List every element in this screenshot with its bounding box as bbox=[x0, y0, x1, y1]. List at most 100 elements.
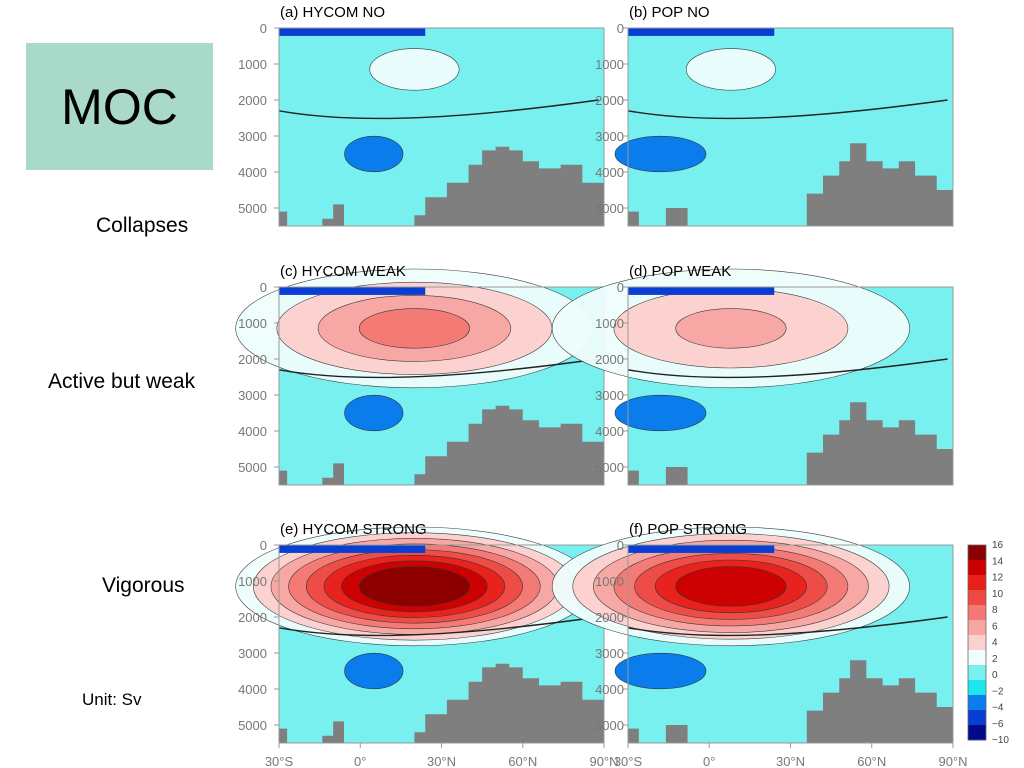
colorbar-tick-label: 2 bbox=[992, 654, 998, 665]
surface-negative-band bbox=[279, 545, 426, 553]
slide-title: MOC bbox=[61, 78, 178, 135]
y-tick-label: 4000 bbox=[238, 424, 267, 439]
y-tick-label: 1000 bbox=[238, 574, 267, 589]
colorbar-swatch bbox=[968, 650, 986, 666]
moc-panel-e: (e) HYCOM STRONG 0 1000 2000 3000 4000 5000 30°… bbox=[235, 521, 619, 768]
moc-panel-a: (a) HYCOM NO 0 1000 2000 3000 4000 5000 bbox=[238, 4, 605, 227]
y-tick-label: 5000 bbox=[595, 201, 624, 216]
zero-contour bbox=[278, 358, 599, 379]
surface-negative-band bbox=[628, 287, 775, 295]
deep-negative-cell bbox=[344, 135, 404, 173]
colorbar-swatch bbox=[968, 635, 986, 651]
moc-panel-b: (b) POP NO 0 1000 2000 3000 4000 5000 bbox=[595, 4, 954, 227]
deep-negative-cell bbox=[614, 394, 707, 432]
zero-contour bbox=[627, 99, 948, 120]
zero-contour bbox=[627, 358, 948, 379]
zero-contour bbox=[278, 616, 599, 637]
colorbar-tick-label: 12 bbox=[992, 573, 1004, 584]
surface-negative-band bbox=[279, 287, 426, 295]
x-tick-label: 0° bbox=[354, 754, 366, 768]
colorbar-tick-label: 16 bbox=[992, 540, 1004, 551]
bathymetry bbox=[628, 143, 953, 226]
y-tick-label: 3000 bbox=[595, 129, 624, 144]
y-tick-label: 4000 bbox=[238, 682, 267, 697]
cell-contour-2 bbox=[369, 48, 460, 91]
y-tick-label: 5000 bbox=[238, 201, 267, 216]
cell-contour-8 bbox=[358, 308, 470, 349]
colorbar-tick-label: 8 bbox=[992, 605, 998, 616]
colorbar: 16 14 12 10 8 6 4 2 0 −2 −4 −6 −10 bbox=[967, 540, 1009, 746]
colorbar-swatch bbox=[968, 680, 986, 696]
y-tick-label: 2000 bbox=[595, 93, 624, 108]
x-tick-label: 30°N bbox=[776, 754, 805, 768]
bathymetry bbox=[279, 663, 604, 743]
y-tick-label: 1000 bbox=[595, 574, 624, 589]
panel-title: (d) POP WEAK bbox=[629, 263, 731, 280]
bathymetry bbox=[279, 405, 604, 485]
y-tick-label: 0 bbox=[617, 538, 624, 553]
colorbar-swatch bbox=[968, 665, 986, 681]
x-tick-label: 30°N bbox=[427, 754, 456, 768]
colorbar-tick-label: 14 bbox=[992, 556, 1004, 567]
y-tick-label: 3000 bbox=[595, 646, 624, 661]
colorbar-swatch bbox=[968, 575, 986, 591]
y-tick-label: 5000 bbox=[238, 460, 267, 475]
y-tick-label: 5000 bbox=[595, 718, 624, 733]
x-tick-label: 90°N bbox=[589, 754, 618, 768]
colorbar-tick-label: 6 bbox=[992, 621, 998, 632]
y-tick-label: 4000 bbox=[595, 424, 624, 439]
y-tick-label: 0 bbox=[260, 21, 267, 36]
surface-negative-band bbox=[628, 545, 775, 553]
cell-contour-16 bbox=[358, 566, 470, 607]
slide-title-box: MOC bbox=[26, 43, 213, 170]
moc-panel-c: (c) HYCOM WEAK 0 1000 2000 3000 4000 5000 bbox=[235, 263, 605, 486]
y-tick-label: 0 bbox=[260, 538, 267, 553]
y-tick-label: 0 bbox=[617, 280, 624, 295]
colorbar-frame bbox=[967, 544, 987, 741]
zero-contour bbox=[278, 99, 599, 120]
cell-contour-2 bbox=[685, 48, 776, 91]
y-tick-label: 2000 bbox=[238, 610, 267, 625]
deep-negative-cell bbox=[344, 652, 404, 690]
y-tick-label: 3000 bbox=[238, 129, 267, 144]
y-tick-label: 0 bbox=[617, 21, 624, 36]
y-tick-label: 3000 bbox=[238, 388, 267, 403]
colorbar-tick-label: 4 bbox=[992, 638, 998, 649]
row-label-collapses: Collapses bbox=[96, 214, 189, 237]
deep-negative-cell bbox=[614, 135, 707, 173]
panel-frame bbox=[627, 27, 954, 227]
y-tick-label: 4000 bbox=[595, 165, 624, 180]
deep-negative-cell bbox=[614, 652, 707, 690]
y-tick-label: 1000 bbox=[238, 316, 267, 331]
y-tick-label: 1000 bbox=[238, 57, 267, 72]
row-label-active-but-weak: Active but weak bbox=[48, 370, 196, 393]
panel-title: (f) POP STRONG bbox=[629, 521, 747, 538]
y-tick-label: 2000 bbox=[595, 352, 624, 367]
x-tick-label: 60°N bbox=[857, 754, 886, 768]
y-tick-label: 5000 bbox=[238, 718, 267, 733]
colorbar-swatch bbox=[968, 605, 986, 621]
colorbar-tick-label: 0 bbox=[992, 670, 998, 681]
y-tick-label: 2000 bbox=[238, 352, 267, 367]
x-tick-label: 30°S bbox=[265, 754, 294, 768]
y-tick-label: 3000 bbox=[595, 388, 624, 403]
colorbar-swatch bbox=[968, 560, 986, 576]
surface-negative-band bbox=[628, 28, 775, 36]
moc-panel-f: (f) POP STRONG 0 1000 2000 3000 4000 5000 30°S 0… bbox=[551, 521, 968, 768]
y-tick-label: 1000 bbox=[595, 57, 624, 72]
colorbar-swatch bbox=[968, 620, 986, 636]
panel-title: (e) HYCOM STRONG bbox=[280, 521, 427, 538]
x-tick-label: 60°N bbox=[508, 754, 537, 768]
colorbar-tick-label: −2 bbox=[992, 686, 1004, 697]
panel-title: (c) HYCOM WEAK bbox=[280, 263, 406, 280]
y-tick-label: 4000 bbox=[238, 165, 267, 180]
x-tick-label: 0° bbox=[703, 754, 715, 768]
moc-panel-d: (d) POP WEAK 0 1000 2000 3000 4000 5000 bbox=[551, 263, 954, 486]
panel-frame bbox=[278, 27, 605, 227]
colorbar-tick-label: −6 bbox=[992, 719, 1004, 730]
bathymetry bbox=[628, 660, 953, 743]
colorbar-tick-label: −10 bbox=[992, 735, 1009, 746]
cell-contour-6 bbox=[675, 308, 787, 349]
colorbar-tick-label: 10 bbox=[992, 589, 1004, 600]
